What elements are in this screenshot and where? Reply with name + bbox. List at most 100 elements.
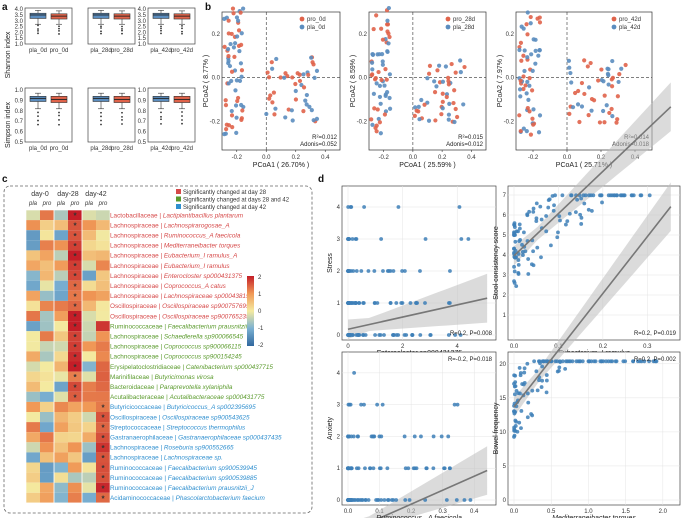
x-tick-label: 1.5 [621,509,630,515]
pcoa-point [623,62,628,68]
pcoa-point [425,76,430,81]
data-point [544,229,549,234]
heatmap-cell [82,432,96,443]
heatmap-cell [54,250,68,261]
heatmap-cell [40,250,54,261]
heatmap-cell [82,482,96,493]
data-point [522,370,527,375]
pcoa-point [228,41,233,47]
pcoa-point [372,106,377,111]
legend-marker [611,24,617,30]
data-point [516,258,521,262]
heatmap-cell [26,371,40,382]
heatmap-cell [40,432,54,443]
pcoa-point [374,81,379,86]
heatmap-cell [54,472,68,483]
data-point [575,197,580,202]
pcoa-point [591,98,597,103]
heatmap-cell [40,462,54,473]
pcoa-point [225,47,231,52]
data-point [544,214,549,218]
pcoa-point [232,41,238,46]
pcoa-point [601,108,606,114]
heatmap-cell [68,391,82,402]
taxon-separator: | [159,273,164,280]
significance-star: * [73,282,77,291]
pcoa-point [230,6,236,11]
pcoa-point [307,104,312,109]
pcoa-point [234,115,239,120]
data-point [351,434,356,439]
data-point [361,301,366,305]
y-tick-label: 0.6 [138,130,147,136]
data-point [442,466,446,471]
heatmap-cell [40,270,54,281]
data-point [582,201,587,206]
pcoa-point [451,100,456,106]
taxon-label: Lachnospiraceae | Eubacterium_I ramulus_… [110,253,237,260]
pcoa-point [437,63,442,68]
pcoa-point [446,75,451,80]
heatmap-cell [68,290,82,301]
heatmap-cell [96,482,110,493]
taxon-label: Oscillospiraceae | Oscillospiraceae sp90… [110,303,250,310]
pcoa-point [531,107,536,112]
column-label: pro [98,201,108,207]
heatmap-cell [54,371,68,382]
pcoa-point [458,58,463,63]
outlier-point [100,32,102,35]
pcoa-point [293,88,298,94]
data-point [366,498,371,502]
regression-line [378,469,488,518]
taxon-label: Lachnospiraceae | Coprococcus sp90015424… [110,354,242,361]
pcoa-point [528,132,534,137]
y-tick-label: 0.8 [15,109,24,115]
heatmap-cell [82,361,96,372]
data-point [346,466,350,471]
heatmap-cell [26,482,40,493]
box [29,96,47,102]
data-point [639,359,644,364]
heatmap-cell [68,230,82,241]
day-separator [81,209,111,504]
heatmap-cell [40,290,54,301]
pcoa-point [610,114,615,119]
significance-star: * [101,484,105,493]
heatmap-cell [26,240,40,251]
pcoa-point [453,70,458,75]
pcoa-point [524,22,529,27]
pcoa-point [235,18,241,23]
heatmap-cell [26,290,40,301]
heatmap-cell [54,230,68,241]
y-tick-label: 0.2 [212,32,221,38]
data-point [526,400,531,405]
data-point [512,264,516,269]
y-tick-label: 3.0 [138,19,147,25]
x-tick-label: 0.0 [563,155,572,161]
column-label: pla [84,201,94,207]
data-point [388,301,393,305]
pcoa-point [371,91,376,96]
data-point [408,301,413,305]
data-point [407,498,412,502]
pcoa-point [525,105,530,111]
heatmap-cell [82,300,96,311]
x-tick-label: 4 [456,344,460,350]
heatmap-cell [82,270,96,281]
data-point [532,359,537,364]
column-label: pla [56,201,66,207]
heatmap-cell [82,371,96,382]
data-point [604,359,608,364]
y-tick-label: 0.9 [138,98,147,104]
taxon-label: Lachnospiraceae | Coprococcus_A catus [110,283,227,290]
heatmap-cell [96,381,110,392]
pcoa-point [537,113,543,118]
taxon-separator: | [159,334,164,341]
pcoa-point [290,75,295,80]
taxon-label: Lachnospiraceae | Roseburia sp900552665 [110,445,234,452]
legend-label: pro_42d [619,17,641,23]
outlier-point [37,115,39,118]
heatmap-cell [26,321,40,332]
x-tick-label: -0.2 [378,155,389,161]
pcoa-point [567,65,572,70]
